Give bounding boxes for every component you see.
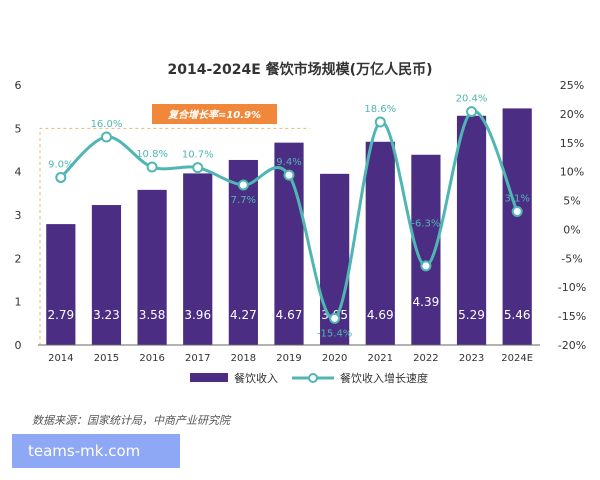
growth-point-2015 (100, 131, 112, 143)
x-tick-label: 2020 (322, 353, 347, 364)
growth-value-label: 20.4% (456, 94, 488, 105)
bar-2021 (365, 141, 395, 345)
legend-line-marker (308, 373, 318, 383)
x-tick-label: 2014 (48, 353, 73, 364)
legend: 餐饮收入 餐饮收入增长速度 (190, 371, 428, 385)
x-tick-label: 2019 (276, 353, 301, 364)
bar-value-label: 3.96 (184, 308, 211, 322)
growth-point-2024E (511, 206, 523, 218)
growth-value-label: -6.3% (411, 219, 440, 230)
legend-bar-swatch (190, 373, 228, 382)
bar-2024E (502, 108, 532, 346)
bar-2015 (91, 205, 122, 345)
y-left-tick-label: 2 (15, 252, 22, 265)
bar-value-label: 4.69 (367, 308, 394, 322)
y-left-tick-label: 5 (15, 122, 22, 135)
y-left-axis: 0 1 2 3 4 5 6 (15, 79, 22, 352)
watermark-banner: teams-mk.com (12, 434, 180, 468)
y-right-tick-label: 25% (560, 79, 584, 92)
y-right-tick-label: -20% (558, 339, 586, 352)
y-right-tick-label: 15% (560, 137, 584, 150)
bar-value-label: 4.27 (230, 308, 257, 322)
growth-point-2020 (329, 312, 341, 324)
growth-value-label: 7.7% (231, 195, 256, 206)
y-left-tick-label: 1 (15, 296, 22, 309)
y-left-tick-label: 4 (15, 166, 22, 179)
y-right-tick-label: 0% (563, 223, 580, 236)
growth-value-label: 10.8% (136, 149, 168, 160)
x-tick-label: 2016 (139, 353, 164, 364)
legend-bar-label: 餐饮收入 (234, 371, 278, 385)
bar-value-label: 3.58 (139, 308, 166, 322)
y-right-tick-label: -5% (561, 252, 582, 265)
growth-value-label: 9.0% (48, 159, 73, 170)
growth-value-label: -15.4% (317, 328, 352, 339)
chart-title: 2014-2024E 餐饮市场规模(万亿人民币) (168, 61, 433, 78)
x-tick-label: 2024E (501, 353, 533, 364)
x-tick-label: 2021 (368, 353, 393, 364)
x-tick-label: 2023 (459, 353, 484, 364)
y-right-tick-label: -10% (558, 281, 586, 294)
growth-point-2019 (283, 169, 295, 181)
cagr-bracket (39, 127, 310, 345)
bar-2018 (228, 159, 258, 345)
y-left-tick-label: 0 (15, 339, 22, 352)
x-axis: 2014 2015 2016 2017 2018 2019 2020 2021 2022 2023… (38, 344, 540, 364)
y-left-tick-label: 3 (15, 209, 22, 222)
growth-point-2018 (237, 179, 249, 191)
growth-point-2017 (192, 162, 204, 174)
growth-point-2023 (466, 106, 478, 118)
cagr-label-box (152, 104, 277, 124)
x-tick-label: 2018 (231, 353, 256, 364)
growth-point-2021 (374, 116, 386, 128)
bar-2017 (183, 173, 213, 345)
bar-2014 (46, 224, 76, 345)
growth-point-2014 (55, 171, 67, 183)
bar-value-label: 3.23 (93, 308, 120, 322)
x-tick-label: 2022 (413, 353, 438, 364)
growth-point-2022 (420, 260, 432, 272)
bar-value-label: 2.79 (47, 308, 74, 322)
y-right-tick-label: 5% (563, 195, 580, 208)
growth-value-label: 9.4% (276, 157, 301, 168)
legend-line-label: 餐饮收入增长速度 (340, 371, 428, 385)
y-right-tick-label: 10% (560, 166, 584, 179)
bar-value-label: 4.39 (413, 295, 440, 309)
x-tick-label: 2017 (185, 353, 210, 364)
growth-value-label: 16.0% (91, 119, 123, 130)
growth-value-label: 18.6% (364, 104, 396, 115)
bar-value-label: 5.29 (458, 308, 485, 322)
y-left-tick-label: 6 (15, 79, 22, 92)
growth-point-2016 (146, 161, 158, 173)
bar-value-label: 4.67 (276, 308, 303, 322)
growth-value-label: 10.7% (182, 150, 214, 161)
bar-2016 (137, 189, 167, 345)
y-right-tick-label: 20% (560, 108, 584, 121)
y-right-tick-label: -15% (558, 310, 586, 323)
bar-value-label: 5.46 (504, 308, 531, 322)
cagr-label: 复合增长率=10.9% (167, 109, 261, 121)
x-tick-label: 2015 (94, 353, 119, 364)
y-right-axis: -20% -15% -10% -5% 0% 5% 10% 15% 20% 25% (558, 79, 586, 352)
growth-value-label: 3.1% (504, 194, 529, 205)
source-note: 数据来源：国家统计局，中商产业研究院 (32, 414, 230, 427)
bar-2023 (456, 115, 487, 346)
